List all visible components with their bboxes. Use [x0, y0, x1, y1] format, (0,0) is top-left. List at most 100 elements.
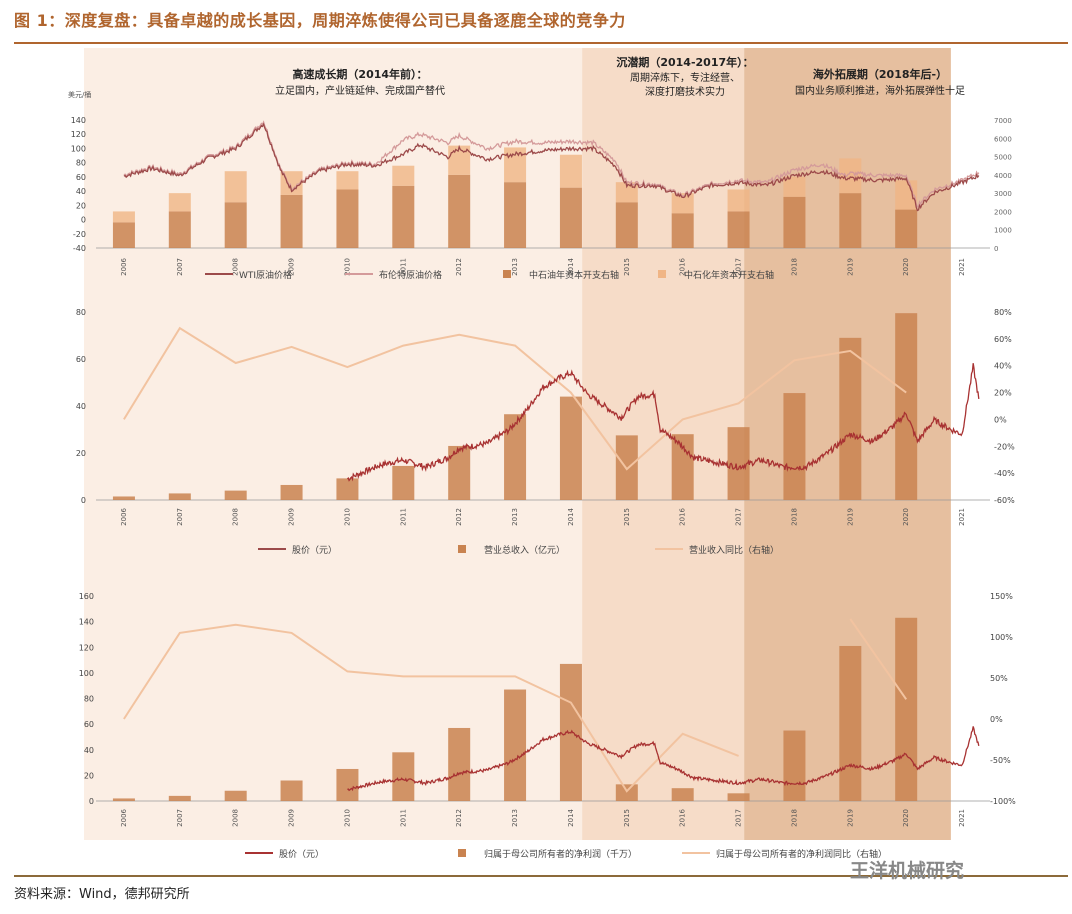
rev-bar-2010	[336, 478, 359, 500]
phase-1-name: 高速成长期（2014年前）：	[292, 67, 427, 81]
rev-bar-2011	[392, 465, 415, 500]
np-bar-2016	[671, 788, 694, 801]
np-ytick-left-1: 20	[84, 771, 94, 780]
phase-bg-2	[582, 48, 745, 840]
np-ytick-left-5: 100	[79, 669, 94, 678]
rev-bar-2016	[671, 434, 694, 500]
rev-xtick-2007: 2007	[176, 508, 184, 526]
oil-xtick-2017: 2017	[735, 258, 743, 276]
oil-bar-petrochina-2011	[392, 185, 415, 248]
oil-legend-swatch-3	[658, 270, 666, 278]
rev-xtick-2020: 2020	[902, 508, 910, 526]
rev-ytick-left-0: 0	[81, 496, 86, 505]
phase-2-desc: 周期淬炼下，专注经营、	[630, 71, 740, 84]
oil-bar-petrochina-2009	[280, 194, 303, 248]
oil-ytick-left-0: -40	[73, 244, 86, 253]
oil-legend-label-2: 中石油年资本开支右轴	[529, 269, 619, 281]
np-ytick-left-0: 0	[89, 797, 94, 806]
oil-bar-petrochina-2014	[559, 187, 582, 248]
oil-xtick-2021: 2021	[958, 258, 966, 276]
np-bar-2018	[783, 730, 806, 801]
revenue-chart: 0 20 40 60 80 -60% -40% -20% 0% 20% 40% 60% 80% 2006 2…	[76, 308, 1015, 556]
rev-bar-2020	[895, 313, 918, 500]
np-legend-swatch-1	[458, 849, 466, 857]
np-bar-2006	[112, 798, 135, 801]
rev-xtick-2014: 2014	[567, 507, 575, 525]
np-ytick-left-6: 120	[79, 643, 94, 652]
np-xtick-2007: 2007	[176, 809, 184, 827]
rev-legend-swatch-1	[458, 545, 466, 553]
oil-xtick-2014: 2014	[567, 257, 575, 275]
np-ytick-right-0: -100%	[990, 797, 1016, 806]
watermark: 王洋机械研究	[850, 860, 965, 882]
np-bar-2020	[895, 617, 918, 801]
np-legend-label-0: 股价（元）	[279, 849, 324, 860]
phase-1-desc: 立足国内，产业链延伸、完成国产替代	[275, 84, 445, 97]
oil-ytick-right-2: 2000	[994, 208, 1012, 216]
np-bar-2013	[504, 689, 527, 801]
np-xtick-2015: 2015	[623, 809, 631, 827]
oil-ytick-right-3: 3000	[994, 190, 1012, 198]
oil-bar-sinopec-2012	[448, 145, 471, 175]
oil-xtick-2012: 2012	[455, 258, 463, 276]
oil-xtick-2013: 2013	[511, 258, 519, 276]
oil-bar-petrochina-2015	[615, 202, 638, 248]
oil-ytick-right-7: 7000	[994, 117, 1012, 125]
oil-y-unit: 美元/桶	[68, 90, 91, 99]
oil-xtick-2020: 2020	[902, 258, 910, 276]
oil-xtick-2006: 2006	[120, 257, 128, 275]
oil-line-brent	[123, 120, 980, 208]
source-note: 资料来源：Wind，德邦研究所	[14, 887, 190, 902]
oil-line-wti	[123, 122, 980, 212]
rev-ytick-left-1: 20	[76, 449, 86, 458]
np-ytick-left-4: 80	[84, 695, 94, 704]
rev-bar-2007	[168, 493, 191, 500]
oil-ytick-left-3: 20	[76, 201, 86, 210]
rev-bar-2018	[783, 393, 806, 500]
np-legend-label-1: 归属于母公司所有者的净利润（千万）	[484, 848, 637, 860]
np-xtick-2006: 2006	[120, 808, 128, 826]
oil-bar-sinopec-2014	[559, 154, 582, 188]
np-bar-2007	[168, 795, 191, 801]
np-bar-2015	[615, 784, 638, 801]
np-bar-2019	[839, 645, 862, 801]
np-ytick-right-1: -50%	[990, 756, 1011, 765]
rev-xtick-2019: 2019	[846, 508, 854, 526]
np-xtick-2009: 2009	[288, 809, 296, 827]
rev-ytick-left-3: 60	[76, 355, 86, 364]
oil-bar-petrochina-2013	[504, 182, 527, 248]
oil-xtick-2007: 2007	[176, 258, 184, 276]
rev-xtick-2016: 2016	[679, 507, 687, 525]
oil-bar-petrochina-2008	[224, 202, 247, 248]
phase-3-desc: 国内业务顺利推进，海外拓展弹性十足	[795, 84, 965, 97]
np-ytick-right-4: 100%	[990, 633, 1013, 642]
rev-ytick-right-4: 20%	[994, 389, 1012, 398]
np-ytick-left-8: 160	[79, 592, 94, 601]
np-ytick-right-3: 50%	[990, 674, 1008, 683]
rev-ytick-right-5: 40%	[994, 362, 1012, 371]
rev-bar-2017	[727, 427, 750, 500]
np-ytick-left-2: 40	[84, 746, 94, 755]
oil-xtick-2008: 2008	[232, 258, 240, 276]
oil-bar-petrochina-2018	[783, 196, 806, 248]
oil-ytick-left-5: 60	[76, 173, 86, 182]
np-bar-2010	[336, 768, 359, 801]
rev-xtick-2012: 2012	[455, 508, 463, 526]
np-xtick-2018: 2018	[790, 809, 798, 827]
np-ytick-right-2: 0%	[990, 715, 1003, 724]
rev-ytick-left-2: 40	[76, 402, 86, 411]
rev-bar-2012	[448, 445, 471, 500]
np-bar-2017	[727, 793, 750, 801]
rev-xtick-2017: 2017	[735, 508, 743, 526]
oil-chart: 美元/桶 -40 -20 0 20 40 60 80 100 120 140 0 1000 2000 300…	[68, 90, 1012, 281]
oil-bar-sinopec-2018	[783, 176, 806, 197]
oil-ytick-right-1: 1000	[994, 227, 1012, 235]
np-ytick-right-5: 150%	[990, 592, 1013, 601]
np-xtick-2011: 2011	[399, 809, 407, 827]
oil-bar-petrochina-2019	[839, 193, 862, 248]
oil-ytick-right-6: 6000	[994, 135, 1012, 143]
oil-bar-petrochina-2006	[112, 222, 135, 248]
np-legend-label-2: 归属于母公司所有者的净利润同比（右轴）	[716, 848, 887, 860]
rev-xtick-2009: 2009	[288, 508, 296, 526]
np-xtick-2021: 2021	[958, 809, 966, 827]
